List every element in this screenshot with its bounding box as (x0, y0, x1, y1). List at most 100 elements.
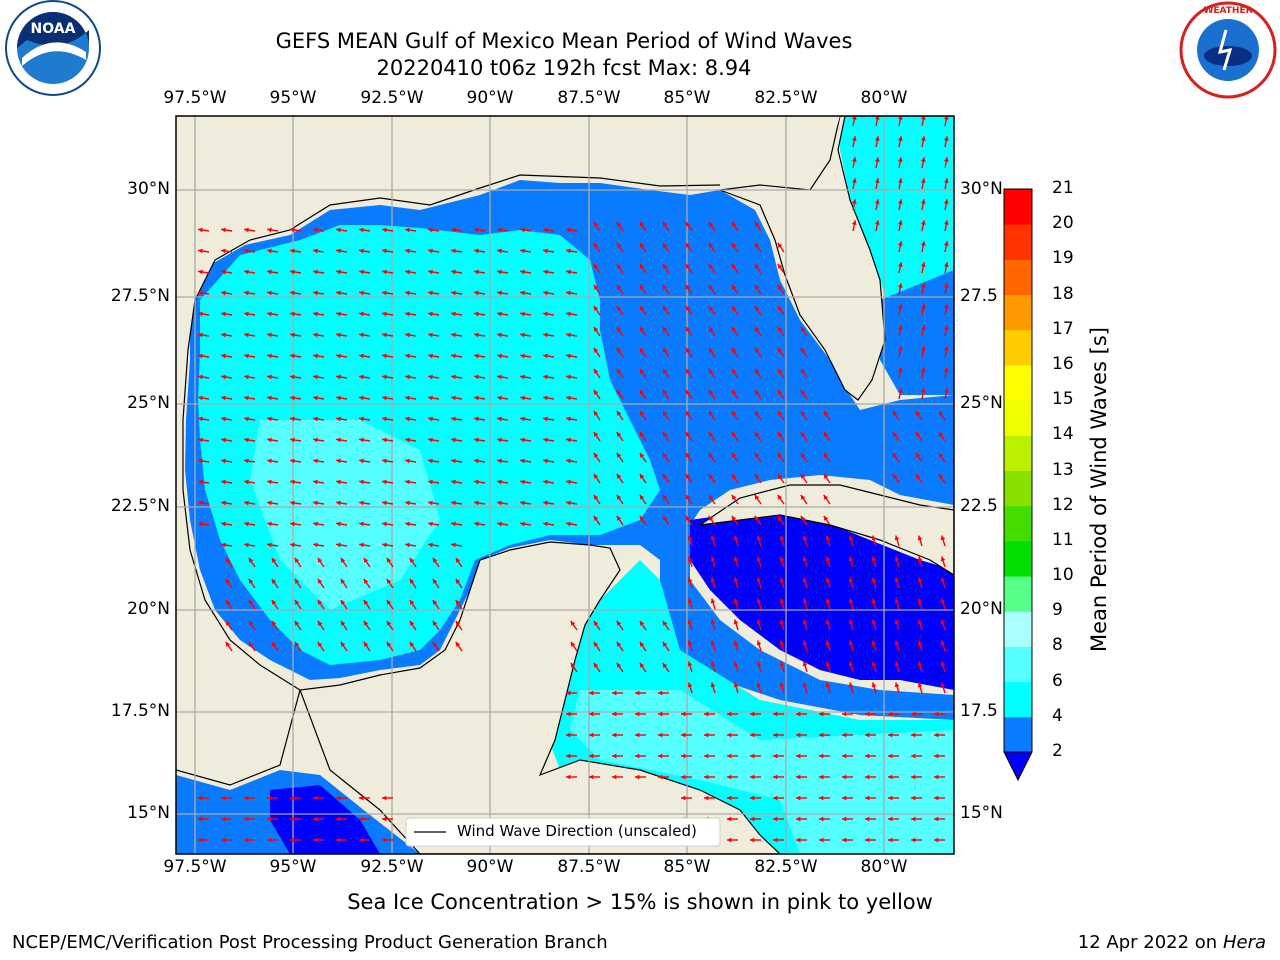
wind-wave-arrowhead (428, 269, 433, 275)
wind-wave-arrowhead (708, 473, 714, 479)
wind-wave-arrowhead (888, 816, 893, 822)
wind-wave-arrowhead (313, 374, 318, 380)
wind-wave-arrowhead (888, 711, 893, 717)
wind-wave-arrowhead (198, 416, 203, 422)
wind-wave-arrowhead (639, 305, 645, 311)
wind-wave-arrowhead (382, 248, 387, 254)
wind-wave-arrowhead (271, 641, 277, 647)
wind-wave-arrowhead (290, 311, 295, 317)
wind-wave-arrowhead (662, 662, 668, 668)
wind-wave-arrowhead (359, 374, 364, 380)
wind-wave-arrowhead (336, 248, 341, 254)
wind-wave-arrowhead (543, 479, 548, 485)
wind-wave-arrowhead (874, 136, 880, 141)
wind-wave-arrowhead (451, 353, 456, 359)
wind-wave-arrowhead (911, 732, 916, 738)
wind-wave-arrowhead (917, 661, 923, 667)
wind-wave-arrowhead (777, 431, 783, 437)
wind-wave-arrowhead (662, 347, 668, 353)
wind-wave-arrowhead (409, 620, 415, 626)
wind-wave-arrowhead (593, 515, 599, 521)
wind-wave-arrowhead (405, 416, 410, 422)
wind-wave-arrowhead (520, 521, 525, 527)
wind-wave-arrowhead (616, 284, 622, 290)
wind-wave-arrowhead (731, 368, 737, 374)
wind-wave-arrowhead (754, 305, 760, 311)
wind-wave-arrowhead (733, 556, 739, 562)
wind-wave-arrowhead (428, 353, 433, 359)
wind-wave-arrowhead (779, 535, 785, 541)
wind-wave-arrowhead (317, 557, 323, 563)
legend-box (405, 817, 721, 847)
wind-wave-arrowhead (662, 242, 668, 248)
wind-wave-arrowhead (520, 416, 525, 422)
wind-wave-arrowhead (888, 837, 893, 843)
wind-wave-arrowhead (290, 795, 295, 801)
wind-wave-arrowhead (796, 753, 801, 759)
wind-wave-arrowhead (708, 410, 714, 416)
wind-wave-arrowhead (708, 326, 714, 332)
wind-wave-arrowhead (662, 410, 668, 416)
wind-wave-arrowhead (290, 227, 295, 233)
wind-wave-arrowhead (382, 374, 387, 380)
wind-wave-arrowhead (294, 578, 300, 584)
wind-wave-arrowhead (566, 732, 571, 738)
wind-wave-arrowhead (754, 473, 760, 479)
wind-wave-arrowhead (911, 816, 916, 822)
wind-wave-arrowhead (796, 774, 801, 780)
wind-wave-arrowhead (754, 494, 760, 500)
wind-wave-arrowhead (313, 795, 318, 801)
wind-wave-arrowhead (874, 220, 880, 225)
wind-wave-arrowhead (359, 227, 364, 233)
wind-wave-arrowhead (359, 521, 364, 527)
wind-wave-arrowhead (566, 774, 571, 780)
wind-wave-arrowhead (382, 542, 387, 548)
wind-wave-arrowhead (267, 542, 272, 548)
wind-wave-arrowhead (777, 368, 783, 374)
lon-label-bottom: 82.5°W (754, 857, 818, 877)
wind-wave-arrowhead (313, 521, 318, 527)
wind-wave-arrowhead (865, 732, 870, 738)
wind-wave-arrowhead (359, 837, 364, 843)
wind-wave-arrowhead (497, 311, 502, 317)
wind-wave-arrowhead (566, 395, 571, 401)
footer-host: Hera (1222, 932, 1266, 953)
wind-wave-arrowhead (897, 304, 903, 309)
wind-wave-arrowhead (777, 410, 783, 416)
wind-wave-arrowhead (336, 416, 341, 422)
wind-wave-arrowhead (497, 479, 502, 485)
wind-wave-arrowhead (497, 500, 502, 506)
wind-wave-arrowhead (920, 241, 926, 246)
wind-wave-arrowhead (566, 521, 571, 527)
wind-wave-arrowhead (593, 326, 599, 332)
wind-wave-arrowhead (779, 682, 785, 688)
wind-wave-arrowhead (405, 290, 410, 296)
wind-wave-arrowhead (405, 479, 410, 485)
wind-wave-arrowhead (313, 353, 318, 359)
wind-wave-arrowhead (750, 774, 755, 780)
wind-wave-arrowhead (566, 458, 571, 464)
wind-wave-arrowhead (451, 374, 456, 380)
wind-wave-arrowhead (566, 227, 571, 233)
wind-wave-arrowhead (474, 437, 479, 443)
wind-wave-arrowhead (589, 753, 594, 759)
wind-wave-arrowhead (520, 500, 525, 506)
wind-wave-arrowhead (911, 795, 916, 801)
wind-wave-arrowhead (842, 774, 847, 780)
wind-wave-arrowhead (313, 542, 318, 548)
wind-wave-arrowhead (363, 557, 369, 563)
wind-wave-arrowhead (687, 577, 693, 583)
wind-wave-arrowhead (920, 346, 926, 351)
wind-wave-arrowhead (290, 437, 295, 443)
colorbar-tick-label: 10 (1052, 565, 1074, 586)
wind-wave-arrowhead (662, 389, 668, 395)
wind-wave-arrowhead (779, 556, 785, 562)
wind-wave-arrowhead (225, 620, 231, 626)
wind-wave-arrowhead (593, 389, 599, 395)
wind-wave-arrowhead (451, 521, 456, 527)
wind-wave-arrowhead (244, 416, 249, 422)
wind-wave-arrowhead (543, 290, 548, 296)
wind-wave-arrowhead (612, 711, 617, 717)
wind-wave-arrowhead (777, 494, 783, 500)
wind-wave-arrowhead (823, 431, 829, 437)
